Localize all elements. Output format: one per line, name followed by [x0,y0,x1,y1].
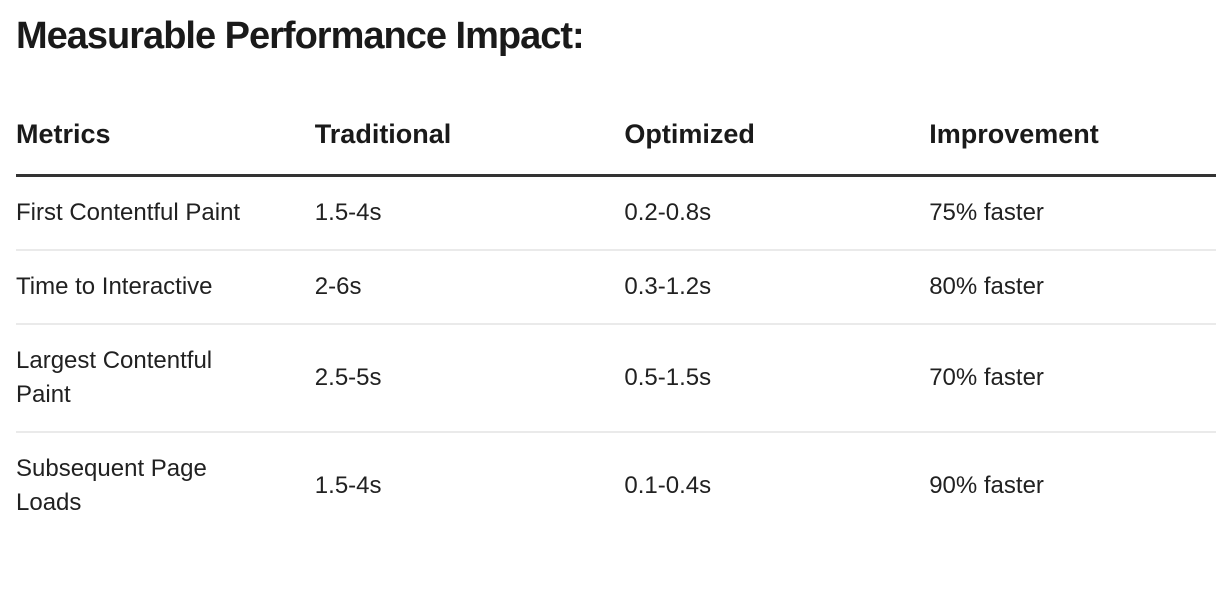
column-header-traditional: Traditional [314,117,625,177]
table-row: First Contentful Paint 1.5-4s 0.2-0.8s 7… [16,175,1216,250]
table-row: Subsequent Page Loads 1.5-4s 0.1-0.4s 90… [16,432,1216,539]
cell-metric: Time to Interactive [16,272,213,300]
column-header-metrics: Metrics [16,117,315,177]
cell-optimized: 0.5-1.5s [624,363,712,391]
cell-metric: First Contentful Paint [16,198,241,226]
column-header-improvement: Improvement [929,117,1216,177]
table-row: Time to Interactive 2-6s 0.3-1.2s 80% fa… [16,250,1216,324]
cell-improvement: 70% faster [929,363,1044,391]
cell-optimized: 0.1-0.4s [624,471,712,499]
cell-optimized: 0.2-0.8s [624,198,712,226]
cell-traditional: 2.5-5s [314,363,382,391]
cell-improvement: 75% faster [929,198,1044,226]
page-title: Measurable Performance Impact: [16,15,585,57]
cell-traditional: 2-6s [314,272,362,300]
cell-optimized: 0.3-1.2s [624,272,712,300]
cell-metric: Subsequent Page Loads [16,454,207,516]
performance-table: Metrics Traditional Optimized Improvemen… [16,117,1216,539]
column-header-optimized: Optimized [624,117,930,177]
table-header: Metrics Traditional Optimized Improvemen… [16,117,1216,177]
cell-traditional: 1.5-4s [314,198,382,226]
table-body: First Contentful Paint 1.5-4s 0.2-0.8s 7… [16,175,1216,539]
table-row: Largest Contentful Paint 2.5-5s 0.5-1.5s… [16,324,1216,432]
cell-improvement: 90% faster [929,471,1044,499]
header-row: Metrics Traditional Optimized Improvemen… [16,117,1216,177]
cell-traditional: 1.5-4s [314,471,382,499]
cell-improvement: 80% faster [929,272,1044,300]
cell-metric: Largest Contentful Paint [16,346,213,408]
